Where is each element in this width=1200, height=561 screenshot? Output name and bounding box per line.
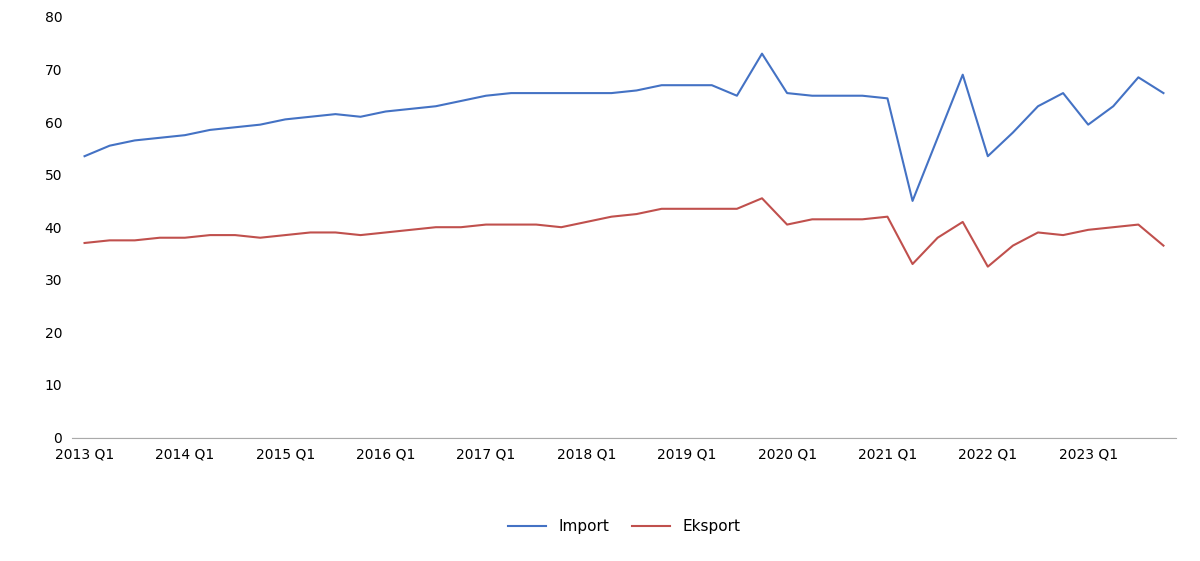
Import [704, 82, 719, 89]
Eksport [1056, 232, 1070, 238]
Eksport [479, 221, 493, 228]
Eksport [1132, 221, 1146, 228]
Import [178, 132, 192, 139]
Eksport [1031, 229, 1045, 236]
Import [77, 153, 91, 159]
Eksport [1006, 242, 1020, 249]
Eksport [780, 221, 794, 228]
Eksport [329, 229, 343, 236]
Legend: Import, Eksport: Import, Eksport [502, 513, 746, 540]
Import [605, 90, 619, 96]
Eksport [378, 229, 392, 236]
Import [980, 153, 995, 159]
Eksport [856, 216, 870, 223]
Import [102, 142, 116, 149]
Eksport [152, 234, 167, 241]
Eksport [504, 221, 518, 228]
Eksport [77, 240, 91, 246]
Import [755, 50, 769, 57]
Eksport [605, 213, 619, 220]
Eksport [278, 232, 293, 238]
Eksport [629, 211, 643, 218]
Import [278, 116, 293, 123]
Eksport [580, 219, 594, 226]
Import [1132, 74, 1146, 81]
Eksport [454, 224, 468, 231]
Eksport [304, 229, 318, 236]
Eksport [1106, 224, 1121, 231]
Eksport [679, 205, 694, 212]
Eksport [930, 234, 944, 241]
Import [856, 93, 870, 99]
Eksport [755, 195, 769, 201]
Eksport [203, 232, 217, 238]
Import [403, 105, 418, 112]
Import [479, 93, 493, 99]
Eksport [403, 227, 418, 233]
Eksport [353, 232, 367, 238]
Import [1157, 90, 1171, 96]
Eksport [905, 261, 919, 268]
Import [780, 90, 794, 96]
Line: Eksport: Eksport [84, 198, 1164, 266]
Eksport [127, 237, 142, 243]
Eksport [704, 205, 719, 212]
Eksport [955, 219, 970, 226]
Import [679, 82, 694, 89]
Import [203, 127, 217, 134]
Import [654, 82, 668, 89]
Eksport [428, 224, 443, 231]
Import [353, 113, 367, 120]
Import [1056, 90, 1070, 96]
Eksport [730, 205, 744, 212]
Eksport [1081, 227, 1096, 233]
Eksport [178, 234, 192, 241]
Eksport [830, 216, 845, 223]
Import [905, 197, 919, 204]
Import [304, 113, 318, 120]
Import [1106, 103, 1121, 109]
Import [253, 121, 268, 128]
Eksport [1157, 242, 1171, 249]
Import [554, 90, 569, 96]
Import [1031, 103, 1045, 109]
Import [805, 93, 820, 99]
Eksport [102, 237, 116, 243]
Import [730, 93, 744, 99]
Import [329, 111, 343, 117]
Import [1006, 129, 1020, 136]
Eksport [554, 224, 569, 231]
Eksport [980, 263, 995, 270]
Import [504, 90, 518, 96]
Import [580, 90, 594, 96]
Import [955, 71, 970, 78]
Eksport [253, 234, 268, 241]
Import [629, 87, 643, 94]
Import [228, 124, 242, 131]
Eksport [654, 205, 668, 212]
Eksport [228, 232, 242, 238]
Import [529, 90, 544, 96]
Eksport [805, 216, 820, 223]
Import [930, 135, 944, 141]
Import [428, 103, 443, 109]
Import [127, 137, 142, 144]
Import [1081, 121, 1096, 128]
Line: Import: Import [84, 54, 1164, 201]
Import [152, 135, 167, 141]
Import [378, 108, 392, 115]
Eksport [529, 221, 544, 228]
Eksport [881, 213, 895, 220]
Import [830, 93, 845, 99]
Import [454, 98, 468, 104]
Import [881, 95, 895, 102]
